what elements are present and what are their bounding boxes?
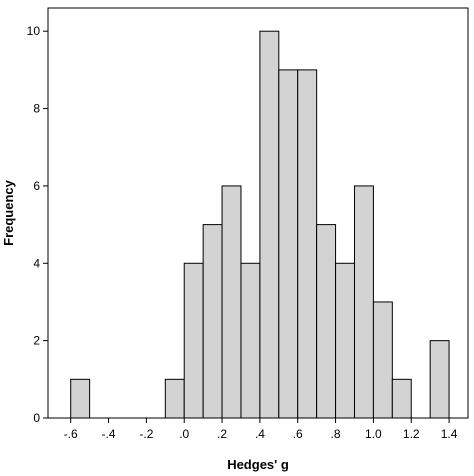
y-tick-label: 6 (33, 179, 40, 193)
histogram-bar (429, 340, 450, 419)
histogram-bar (202, 224, 223, 419)
x-tick-label: -.6 (64, 427, 78, 441)
x-tick-label: 1.0 (365, 427, 382, 441)
histogram-bar (297, 69, 318, 419)
y-axis-ticks: 0 2 4 6 8 10 (27, 24, 48, 425)
x-axis-ticks: -.6 -.4 -.2 .0 .2 .4 .6 .8 1.0 1.2 1.4 (64, 418, 458, 441)
y-axis-title: Frequency (1, 179, 16, 246)
y-tick-label: 0 (33, 411, 40, 425)
x-tick-label: .2 (217, 427, 227, 441)
x-tick-label: .6 (293, 427, 303, 441)
y-tick-label: 4 (33, 256, 40, 270)
x-tick-label: 1.2 (403, 427, 420, 441)
x-tick-label: .4 (255, 427, 265, 441)
histogram-bar (183, 262, 204, 419)
y-tick-label: 8 (33, 102, 40, 116)
x-tick-label: .0 (179, 427, 189, 441)
histogram-bar (278, 69, 299, 419)
histogram-bar (70, 378, 91, 419)
x-axis-title: Hedges' g (227, 457, 289, 472)
x-tick-label: 1.4 (441, 427, 458, 441)
histogram-bar (316, 224, 337, 419)
histogram-bar (164, 378, 185, 419)
y-tick-label: 2 (33, 334, 40, 348)
bars-group (70, 30, 450, 419)
histogram-bar (372, 301, 393, 419)
histogram-bar (335, 262, 355, 419)
x-tick-label: -.2 (139, 427, 153, 441)
x-tick-label: -.4 (102, 427, 116, 441)
x-tick-label: .8 (331, 427, 341, 441)
histogram-bar (391, 378, 412, 419)
histogram-bar (259, 30, 280, 419)
y-tick-label: 10 (27, 24, 41, 38)
histogram-bar (353, 185, 374, 419)
histogram-bar (240, 262, 261, 419)
histogram-bar (221, 185, 242, 419)
